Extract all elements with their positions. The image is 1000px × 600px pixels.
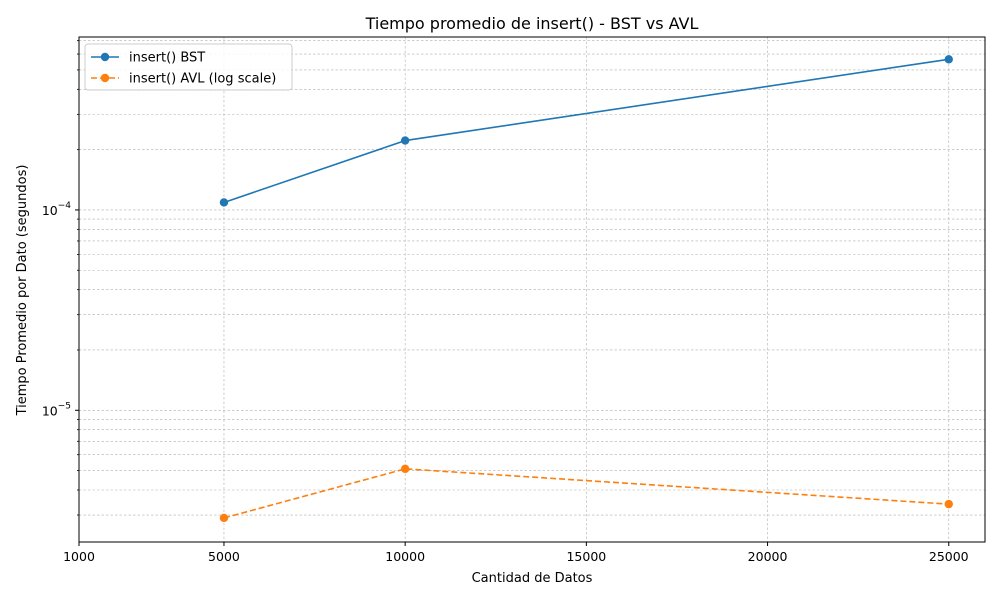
legend-marker bbox=[100, 73, 110, 83]
x-tick-label: 20000 bbox=[748, 549, 788, 564]
x-tick-label: 25000 bbox=[929, 549, 969, 564]
y-tick-exponent: −5 bbox=[58, 401, 71, 411]
x-tick-label: 5000 bbox=[208, 549, 240, 564]
x-tick-label: 15000 bbox=[566, 549, 606, 564]
y-axis-label: Tiempo Promedio por Dato (segundos) bbox=[15, 165, 30, 417]
data-point bbox=[944, 55, 953, 64]
data-point bbox=[219, 513, 229, 523]
chart-title: Tiempo promedio de insert() - BST vs AVL bbox=[365, 14, 699, 33]
y-tick-base: 10 bbox=[42, 203, 58, 218]
x-tick-label: 10000 bbox=[385, 549, 425, 564]
x-axis-label: Cantidad de Datos bbox=[472, 571, 593, 586]
series-layer bbox=[219, 55, 953, 523]
legend-label: insert() BST bbox=[129, 51, 205, 66]
data-point bbox=[400, 464, 410, 474]
y-axis-ticks: 10−510−4 bbox=[42, 40, 79, 516]
x-axis-ticks: 1000 5000 10000 15000 20000 25000 bbox=[63, 542, 969, 564]
data-point bbox=[944, 499, 953, 509]
legend: insert() BST insert() AVL (log scale) bbox=[84, 43, 293, 91]
y-tick-label: 10−4 bbox=[42, 201, 71, 218]
y-tick-exponent: −4 bbox=[58, 201, 72, 211]
y-tick-base: 10 bbox=[42, 403, 58, 418]
legend-label: insert() AVL (log scale) bbox=[129, 72, 276, 87]
legend-marker bbox=[100, 52, 110, 62]
data-point bbox=[219, 198, 229, 207]
legend-box bbox=[84, 43, 293, 91]
data-point bbox=[400, 136, 410, 145]
series-line-1 bbox=[223, 468, 949, 519]
x-tick-label: 1000 bbox=[63, 549, 95, 564]
y-tick-label: 10−5 bbox=[42, 401, 71, 418]
